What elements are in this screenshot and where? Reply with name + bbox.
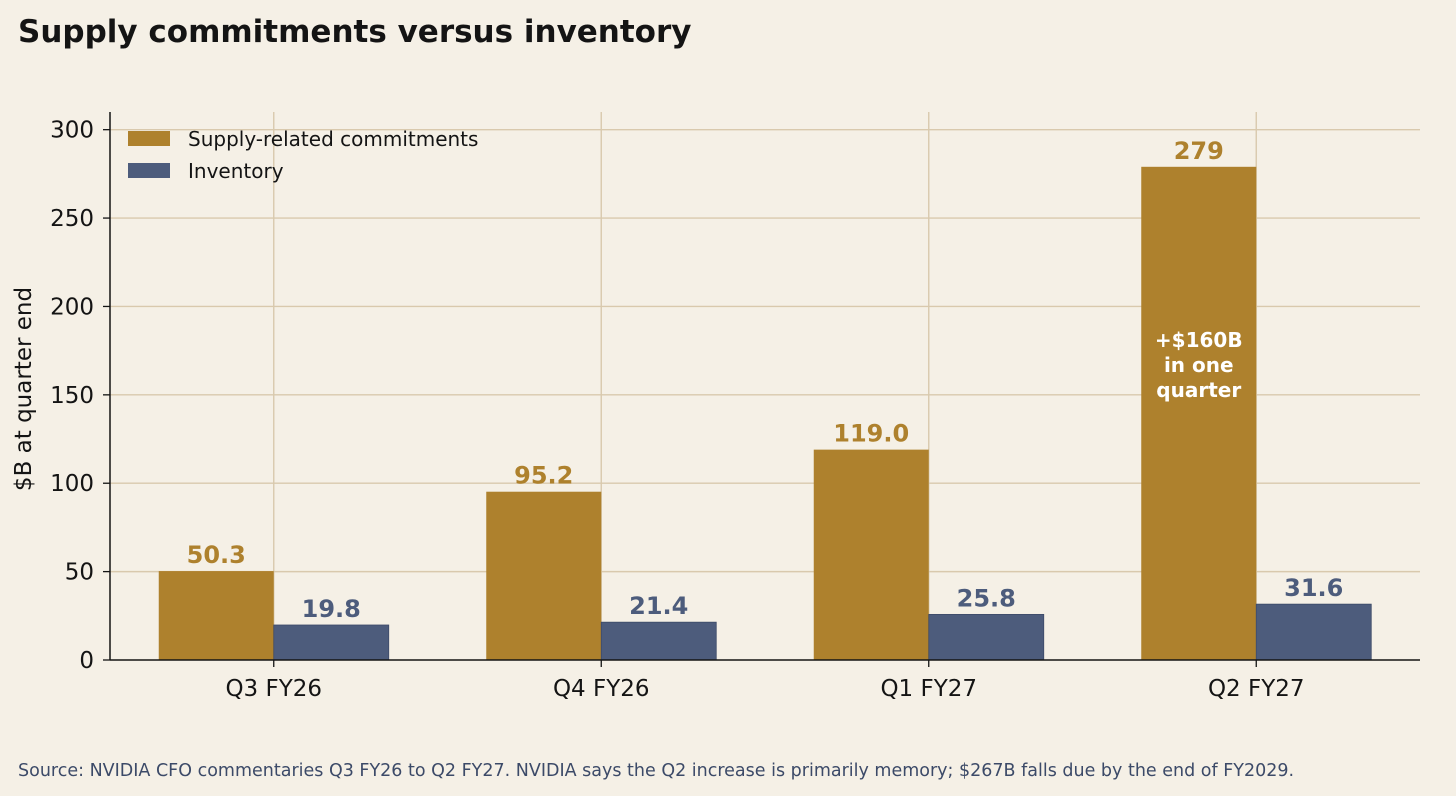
y-tick-label: 300	[50, 118, 94, 144]
data-label-inventory: 31.6	[1284, 574, 1343, 602]
data-labels: 50.3 95.2 119.0 279 19.8 21.4 25.8 31.6 +$160Bin…	[187, 137, 1344, 623]
bar-commitments	[813, 449, 929, 660]
bar-inventory	[273, 624, 390, 661]
axes: 0 50 100 150 200 250 300 Q3 FY26 Q4 FY26 Q1 FY27 Q…	[11, 112, 1420, 702]
x-tick-label: Q4 FY26	[553, 676, 650, 702]
bar-commitments	[486, 491, 602, 660]
y-tick-label: 0	[79, 648, 94, 674]
data-label-commitments: 119.0	[833, 420, 909, 448]
legend-label-inventory: Inventory	[188, 159, 284, 183]
x-tick-label: Q1 FY27	[880, 676, 977, 702]
legend-swatch-inventory	[128, 163, 170, 178]
source-note: Source: NVIDIA CFO commentaries Q3 FY26 …	[18, 761, 1295, 781]
x-tick-label: Q2 FY27	[1208, 676, 1305, 702]
annotation-text: quarter	[1156, 378, 1241, 402]
chart-title: Supply commitments versus inventory	[18, 14, 692, 50]
y-tick-label: 150	[50, 383, 94, 409]
annotation-text: in one	[1164, 353, 1234, 377]
annotation-text: +$160B	[1155, 328, 1243, 352]
data-label-inventory: 21.4	[629, 592, 688, 620]
y-tick-label: 200	[50, 294, 94, 320]
y-tick-label: 100	[50, 471, 94, 497]
data-label-inventory: 25.8	[957, 584, 1016, 612]
data-label-commitments: 50.3	[187, 541, 246, 569]
bar-inventory	[600, 621, 717, 661]
y-axis-label: $B at quarter end	[11, 287, 37, 491]
y-tick-label: 250	[50, 206, 94, 232]
legend-label-commitments: Supply-related commitments	[188, 127, 478, 151]
y-tick-label: 50	[65, 560, 94, 586]
bar-inventory	[928, 613, 1045, 661]
data-label-commitments: 279	[1174, 137, 1224, 165]
bar-commitments	[1141, 166, 1257, 661]
legend: Supply-related commitments Inventory	[128, 127, 478, 183]
bar-commitments	[158, 571, 274, 660]
bars	[158, 166, 1372, 661]
bar-inventory	[1255, 603, 1372, 661]
legend-swatch-commitments	[128, 131, 170, 146]
x-tick-label: Q3 FY26	[225, 676, 322, 702]
data-label-commitments: 95.2	[514, 462, 573, 490]
data-label-inventory: 19.8	[302, 595, 361, 623]
